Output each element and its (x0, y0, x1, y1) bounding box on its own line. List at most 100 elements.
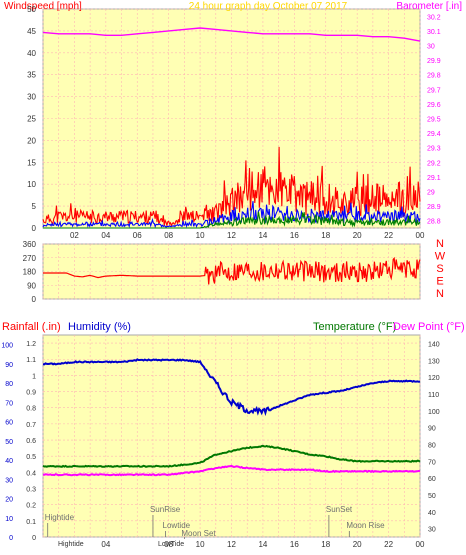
barometer-tick-label: 29 (427, 190, 435, 197)
humidity-tick-label: 80 (5, 381, 13, 388)
x-tick-label: 04 (101, 540, 110, 549)
x-tick-label: 00 (416, 540, 425, 549)
temperature-axis-title: Temperature (°F) (313, 321, 396, 333)
chart-date-title: 24 hour graph day October 07 2017 (189, 1, 348, 12)
windspeed-axis-title: Windspeed [mph] (4, 1, 82, 12)
humidity-tick-label: 30 (5, 477, 13, 484)
x-tick-label: 16 (290, 540, 299, 549)
temperature-tick-label: 90 (428, 426, 436, 433)
barometer-axis-title: Barometer [.in] (396, 1, 462, 12)
temperature-tick-label: 60 (428, 476, 436, 483)
compass-label: W (435, 251, 446, 263)
x-tick-label: 20 (353, 540, 362, 549)
humidity-tick-label: 70 (5, 400, 13, 407)
rainfall-tick-label: 0.6 (26, 438, 36, 445)
x-tick-label: 20 (353, 231, 362, 240)
x-tick-label: 14 (258, 540, 267, 549)
windspeed_min-series (43, 211, 421, 229)
x-tick-label: 12 (227, 231, 236, 240)
compass-label: N (436, 288, 444, 300)
rainfall-tick-label: 0.7 (26, 422, 36, 429)
temperature-tick-label: 40 (428, 510, 436, 517)
windspeed-tick-label: 10 (27, 180, 36, 189)
x-tick-label: 10 (196, 540, 205, 549)
x-tick-label: 00 (416, 231, 425, 240)
windspeed-tick-label: 30 (27, 93, 36, 102)
x-tick-label: 12 (227, 540, 236, 549)
humidity-tick-label: 0 (9, 535, 13, 542)
event-label: Lowtide (163, 521, 191, 530)
x-tick-label: 22 (384, 231, 393, 240)
barometer-tick-label: 30.1 (427, 29, 441, 36)
temperature-tick-label: 110 (428, 392, 439, 399)
rainfall-tick-label: 0.5 (26, 454, 36, 461)
temperature-series (42, 444, 421, 468)
barometer-tick-label: 29.2 (427, 160, 441, 167)
x-tick-label: 02 (70, 231, 79, 240)
windspeed-tick-label: 5 (32, 202, 37, 211)
temperature-tick-label: 130 (428, 358, 440, 365)
dewpoint-axis-title: Dew Point (°F) (393, 321, 465, 333)
windspeed-tick-label: 15 (27, 158, 36, 167)
windspeed-tick-label: 20 (27, 136, 36, 145)
temperature-tick-label: 100 (428, 409, 440, 416)
rainfall-tick-label: 0.3 (26, 487, 36, 494)
rainfall-tick-label: 1.1 (26, 357, 36, 364)
compass-label: N (436, 238, 444, 250)
rainfall-tick-label: 0.2 (26, 503, 36, 510)
x-tick-label: 10 (196, 231, 205, 240)
rainfall-tick-label: 0 (32, 535, 36, 542)
direction-tick-label: 360 (23, 240, 37, 249)
x-tick-label: 16 (290, 231, 299, 240)
direction-tick-label: 270 (23, 254, 37, 263)
event-label: SunRise (150, 505, 181, 514)
x-tick-label: 18 (321, 540, 330, 549)
compass-label: E (436, 276, 443, 288)
event-label: Moon Rise (346, 521, 385, 530)
barometer-series (42, 27, 421, 42)
x-tick-label: 08 (164, 540, 173, 549)
rainfall-tick-label: 0.4 (26, 470, 36, 477)
temperature-tick-label: 80 (428, 442, 436, 449)
bottom-lowtide-label: LowTide (158, 541, 184, 548)
windspeed-tick-label: 40 (27, 49, 36, 58)
humidity-tick-label: 10 (5, 516, 13, 523)
x-tick-label: 06 (133, 231, 142, 240)
barometer-tick-label: 30.2 (427, 14, 441, 21)
barometer-tick-label: 29.6 (427, 102, 441, 109)
wind-direction-series (43, 256, 421, 285)
x-tick-label: 18 (321, 231, 330, 240)
event-label: SunSet (326, 505, 353, 514)
humidity-series (42, 358, 421, 417)
windspeed_gust-series (42, 146, 421, 228)
humidity-tick-label: 50 (5, 439, 13, 446)
rainfall-tick-label: 1.2 (26, 341, 36, 348)
x-tick-label: 04 (101, 231, 110, 240)
x-tick-label: 08 (164, 231, 173, 240)
rainfall-tick-label: 0.8 (26, 406, 36, 413)
barometer-tick-label: 28.8 (427, 219, 441, 226)
direction-tick-label: 180 (23, 268, 37, 277)
rainfall-axis-title: Rainfall (.in) (2, 321, 61, 333)
dewpoint-series (42, 464, 421, 477)
temperature-tick-label: 120 (428, 375, 440, 382)
barometer-tick-label: 29.9 (427, 58, 441, 65)
temperature-tick-label: 50 (428, 493, 436, 500)
humidity-tick-label: 40 (5, 458, 13, 465)
rainfall-tick-label: 0.9 (26, 390, 36, 397)
barometer-tick-label: 29.1 (427, 175, 441, 182)
windspeed-tick-label: 0 (32, 224, 37, 233)
humidity-tick-label: 100 (1, 343, 13, 350)
temperature-tick-label: 70 (428, 459, 436, 466)
data-layer (42, 27, 421, 539)
windspeed-tick-label: 35 (27, 71, 36, 80)
bottom-hightide-label: Hightide (58, 541, 84, 548)
humidity-tick-label: 20 (5, 497, 13, 504)
windspeed-tick-label: 25 (27, 115, 36, 124)
temperature-tick-label: 30 (428, 527, 436, 534)
barometer-tick-label: 29.7 (427, 87, 441, 94)
humidity-axis-title: Humidity (%) (68, 321, 131, 333)
x-tick-label: 14 (258, 231, 267, 240)
